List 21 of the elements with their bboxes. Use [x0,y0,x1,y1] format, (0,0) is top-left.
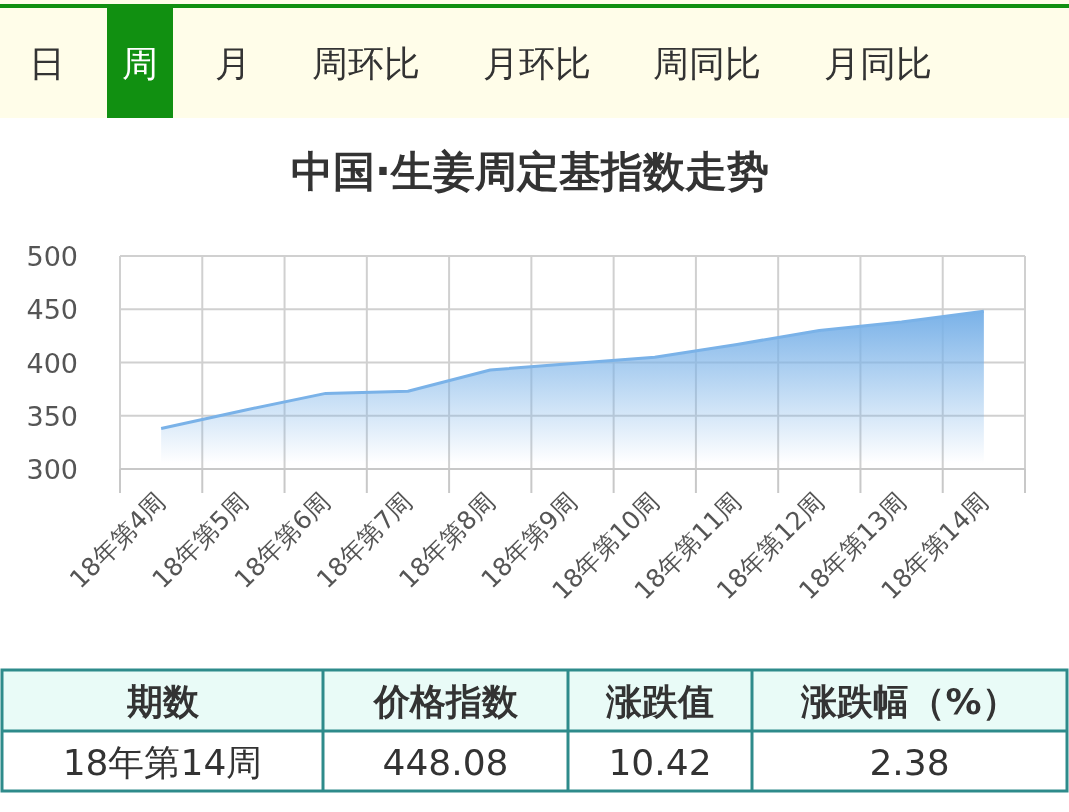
text: 10.42 [608,742,712,783]
text: 月 [215,43,251,84]
text: 448.08 [382,742,509,783]
y-tick-label: 350 [26,400,78,432]
text: 2.38 [869,742,950,783]
y-tick-label: 500 [26,241,78,272]
text: 18年第14周 [62,742,263,783]
text: 期数 [126,681,200,722]
text: 周同比 [653,43,761,84]
text: 周 [122,43,158,84]
text: 日 [29,43,65,84]
chart-title: 中国·生姜周定基指数走势 [291,147,769,196]
text: 月环比 [483,43,591,84]
y-tick-label: 300 [26,454,78,485]
text: 涨跌幅（%） [800,681,1018,722]
text: 月同比 [824,43,932,84]
y-tick-label: 400 [26,347,78,379]
text: 周环比 [312,43,420,84]
text: 价格指数 [371,681,519,722]
y-tick-label: 450 [26,294,78,326]
text: 涨跌值 [605,681,714,722]
